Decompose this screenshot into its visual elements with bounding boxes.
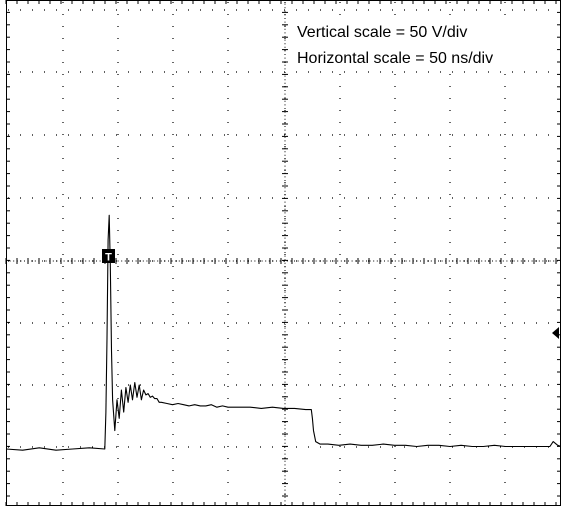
- ground-reference-arrow: [552, 327, 559, 339]
- vertical-scale-label: Vertical scale = 50 V/div: [297, 24, 467, 41]
- trigger-marker-box: [102, 249, 115, 263]
- trigger-marker-label: T: [105, 252, 112, 264]
- plot-frame: [6, 0, 561, 506]
- horizontal-scale-label: Horizontal scale = 50 ns/div: [297, 50, 493, 67]
- annotation-background: [288, 17, 556, 71]
- waveform-trace: [5, 214, 561, 451]
- graticule: [5, 0, 561, 506]
- trigger-marker: T: [102, 249, 115, 264]
